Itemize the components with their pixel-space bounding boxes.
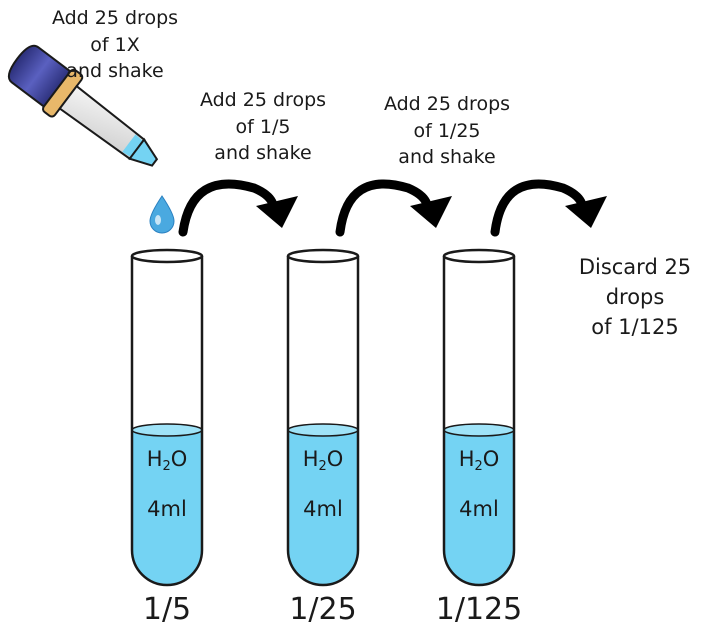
tube-3-h: H	[458, 447, 475, 471]
tube-label-2: 1/25	[289, 592, 357, 627]
tube-3-sub: 2	[474, 459, 483, 474]
tube-3-o: O	[482, 447, 500, 471]
test-tube-1	[130, 248, 204, 587]
instruction-top: Add 25 drops of 1X and shake	[40, 5, 190, 85]
tube-1-volume: 4ml	[147, 497, 187, 521]
drop-icon	[149, 195, 175, 234]
instruction-top-line-2: of 1X	[90, 33, 140, 56]
test-tube-3	[442, 248, 516, 587]
dropper-icon	[7, 44, 159, 167]
tube-2-o: O	[326, 447, 344, 471]
arrow-icon-3	[490, 179, 607, 237]
discard-line-1: Discard 25	[578, 255, 692, 279]
step-2-line-1: Add 25 drops	[383, 93, 511, 115]
tube-1-h: H	[146, 447, 163, 471]
step-2-line-2: of 1/25	[413, 119, 481, 142]
step-1-line-1: Add 25 drops	[199, 89, 327, 111]
step-1-line-3: and shake	[214, 142, 312, 164]
tube-2-volume: 4ml	[303, 497, 343, 521]
tube-2-formula: H2O	[283, 447, 363, 474]
step-1-line-2: of 1/5	[235, 115, 291, 138]
arrow-icon-2	[335, 179, 452, 237]
discard-label: Discard 25 drops of 1/125	[560, 252, 703, 342]
test-tube-2	[286, 248, 360, 587]
tube-1-sub: 2	[162, 459, 171, 474]
tube-1-formula: H2O	[127, 447, 207, 474]
step-label-2: Add 25 drops of 1/25 and shake	[372, 91, 522, 171]
step-label-1: Add 25 drops of 1/5 and shake	[188, 87, 338, 167]
tube-2-h: H	[302, 447, 319, 471]
tube-label-3: 1/125	[435, 592, 523, 627]
arrow-icon-1	[178, 179, 298, 237]
tube-2-sub: 2	[318, 459, 327, 474]
instruction-top-line-1: Add 25 drops	[51, 7, 179, 29]
instruction-top-line-3: and shake	[66, 60, 164, 82]
tube-1-o: O	[170, 447, 188, 471]
tube-label-1: 1/5	[142, 592, 192, 627]
tube-3-volume: 4ml	[459, 497, 499, 521]
discard-line-2: drops	[605, 285, 665, 309]
discard-line-3: of 1/125	[591, 315, 679, 339]
step-2-line-3: and shake	[398, 146, 496, 168]
tube-3-formula: H2O	[439, 447, 519, 474]
